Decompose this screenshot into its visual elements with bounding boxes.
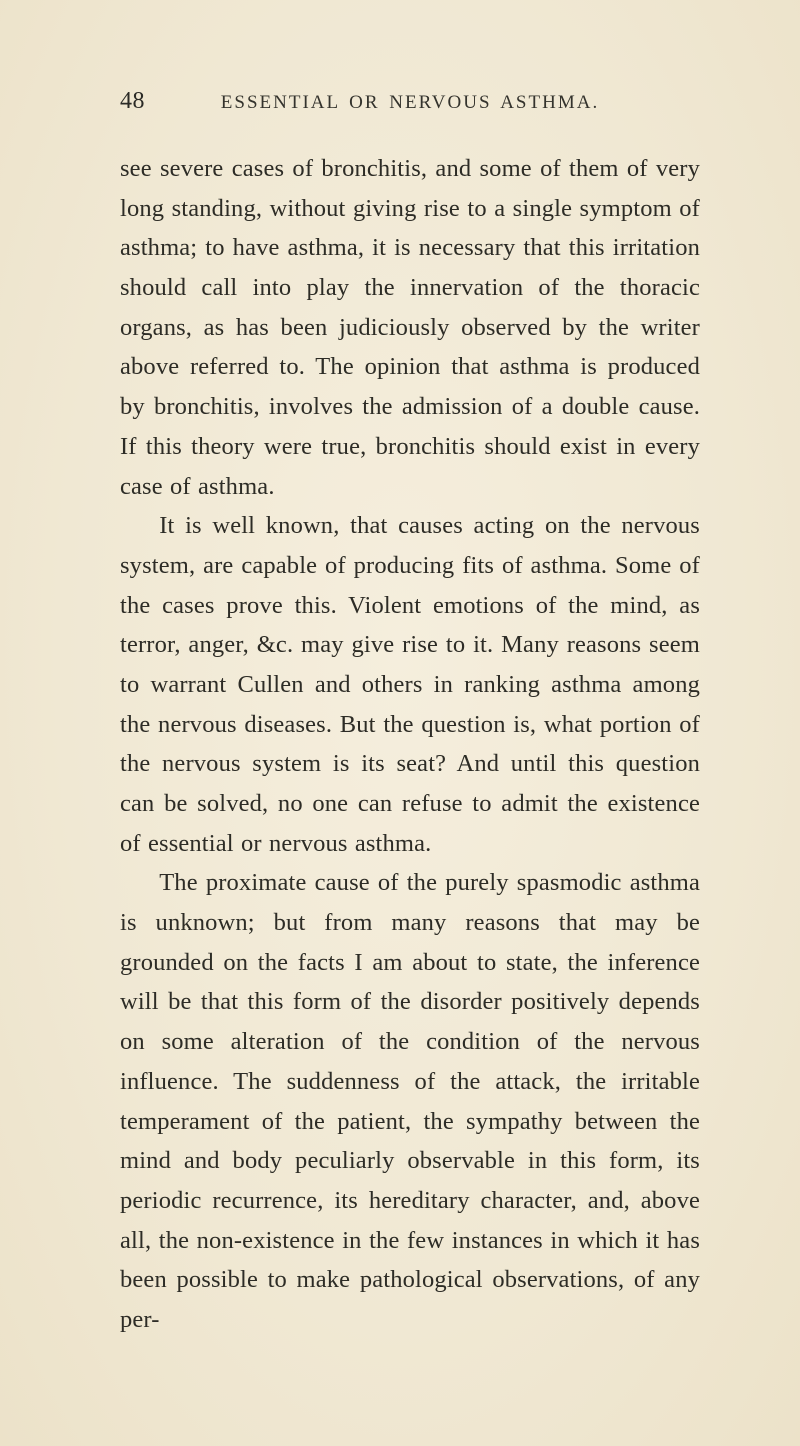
paragraph: It is well known, that causes acting on …: [120, 506, 700, 863]
page-header: 48 ESSENTIAL OR NERVOUS ASTHMA.: [120, 88, 700, 115]
page-number: 48: [120, 88, 180, 115]
scanned-page: 48 ESSENTIAL OR NERVOUS ASTHMA. see seve…: [0, 0, 800, 1446]
running-head: ESSENTIAL OR NERVOUS ASTHMA.: [180, 92, 700, 114]
paragraph: The proximate cause of the purely spasmo…: [120, 863, 700, 1339]
paragraph: see severe cases of bronchitis, and some…: [120, 149, 700, 506]
body-text: see severe cases of bronchitis, and some…: [120, 149, 700, 1340]
